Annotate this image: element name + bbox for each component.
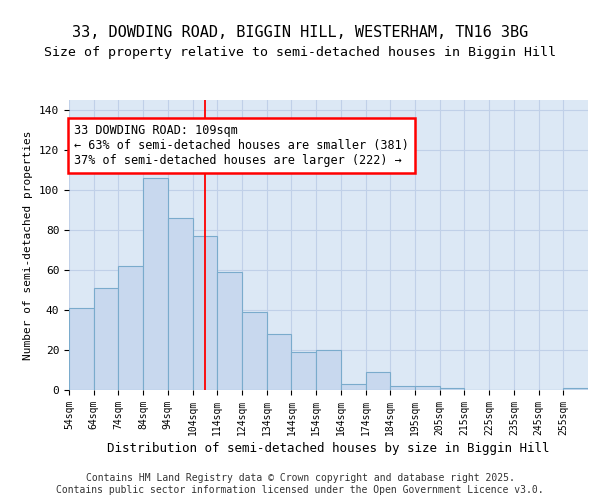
- Bar: [193, 236, 217, 390]
- Bar: [94, 288, 118, 390]
- Bar: [242, 312, 267, 390]
- Bar: [341, 384, 365, 390]
- X-axis label: Distribution of semi-detached houses by size in Biggin Hill: Distribution of semi-detached houses by …: [107, 442, 550, 455]
- Bar: [415, 386, 440, 390]
- Bar: [143, 178, 168, 390]
- Bar: [440, 388, 464, 390]
- Bar: [69, 308, 94, 390]
- Bar: [316, 350, 341, 390]
- Bar: [390, 386, 415, 390]
- Y-axis label: Number of semi-detached properties: Number of semi-detached properties: [23, 130, 34, 360]
- Text: 33, DOWDING ROAD, BIGGIN HILL, WESTERHAM, TN16 3BG: 33, DOWDING ROAD, BIGGIN HILL, WESTERHAM…: [72, 25, 528, 40]
- Text: Size of property relative to semi-detached houses in Biggin Hill: Size of property relative to semi-detach…: [44, 46, 556, 59]
- Bar: [365, 372, 390, 390]
- Bar: [217, 272, 242, 390]
- Bar: [267, 334, 292, 390]
- Bar: [563, 388, 588, 390]
- Bar: [168, 218, 193, 390]
- Bar: [118, 266, 143, 390]
- Bar: [292, 352, 316, 390]
- Text: Contains HM Land Registry data © Crown copyright and database right 2025.
Contai: Contains HM Land Registry data © Crown c…: [56, 474, 544, 495]
- Text: 33 DOWDING ROAD: 109sqm
← 63% of semi-detached houses are smaller (381)
37% of s: 33 DOWDING ROAD: 109sqm ← 63% of semi-de…: [74, 124, 409, 167]
